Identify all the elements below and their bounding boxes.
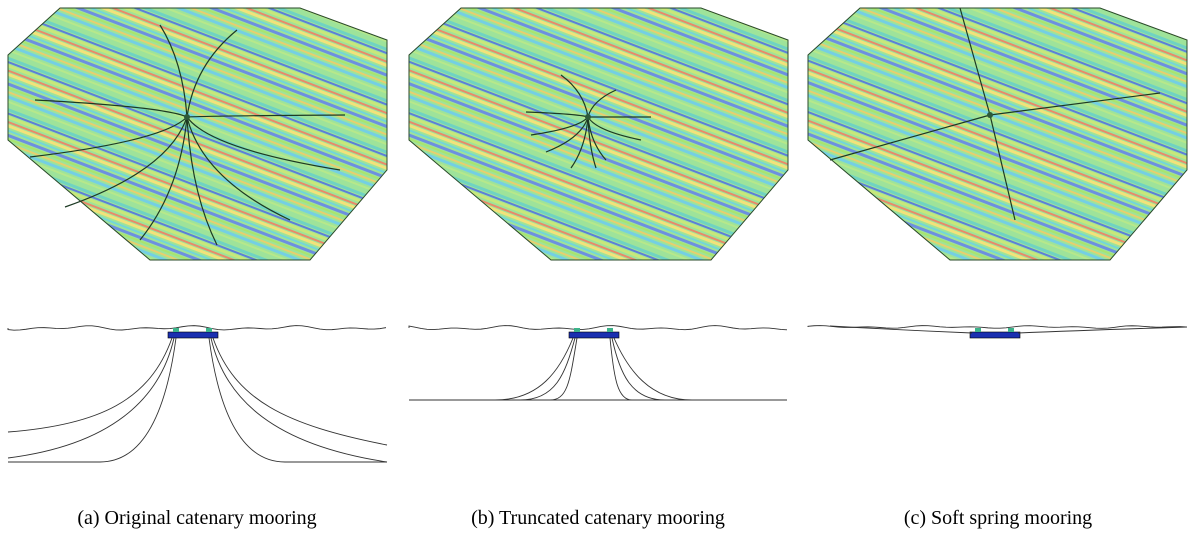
mooring-line (520, 338, 575, 400)
column (1008, 328, 1014, 332)
platform-hull (569, 332, 619, 338)
sea-surface (409, 8, 788, 260)
mooring-line (209, 338, 387, 462)
column (173, 328, 179, 332)
column (574, 328, 580, 332)
platform-hull (970, 332, 1020, 338)
mooring-line (614, 338, 692, 400)
platform (184, 114, 190, 120)
column (975, 328, 981, 332)
platform (585, 114, 591, 120)
column (206, 328, 212, 332)
mooring-line (211, 338, 387, 462)
side-views (8, 326, 1187, 462)
platform-hull (168, 332, 218, 338)
water-line (409, 326, 787, 330)
mooring-line (213, 338, 387, 445)
3d-views (8, 8, 1187, 260)
platform (987, 112, 993, 118)
sea-surface (808, 8, 1187, 260)
figure: (a) Original catenary mooring (b) Trunca… (0, 0, 1192, 545)
water-line (8, 326, 386, 331)
caption: (b) Truncated catenary mooring (471, 507, 725, 529)
mooring-line (550, 338, 577, 400)
mooring-line (8, 338, 174, 458)
caption: (c) Soft spring mooring (904, 507, 1092, 529)
mooring-line (495, 338, 573, 400)
mooring-line (8, 338, 176, 462)
sea-surface (8, 8, 387, 260)
caption: (a) Original catenary mooring (77, 507, 316, 529)
column (607, 328, 613, 332)
mooring-line (8, 338, 172, 432)
